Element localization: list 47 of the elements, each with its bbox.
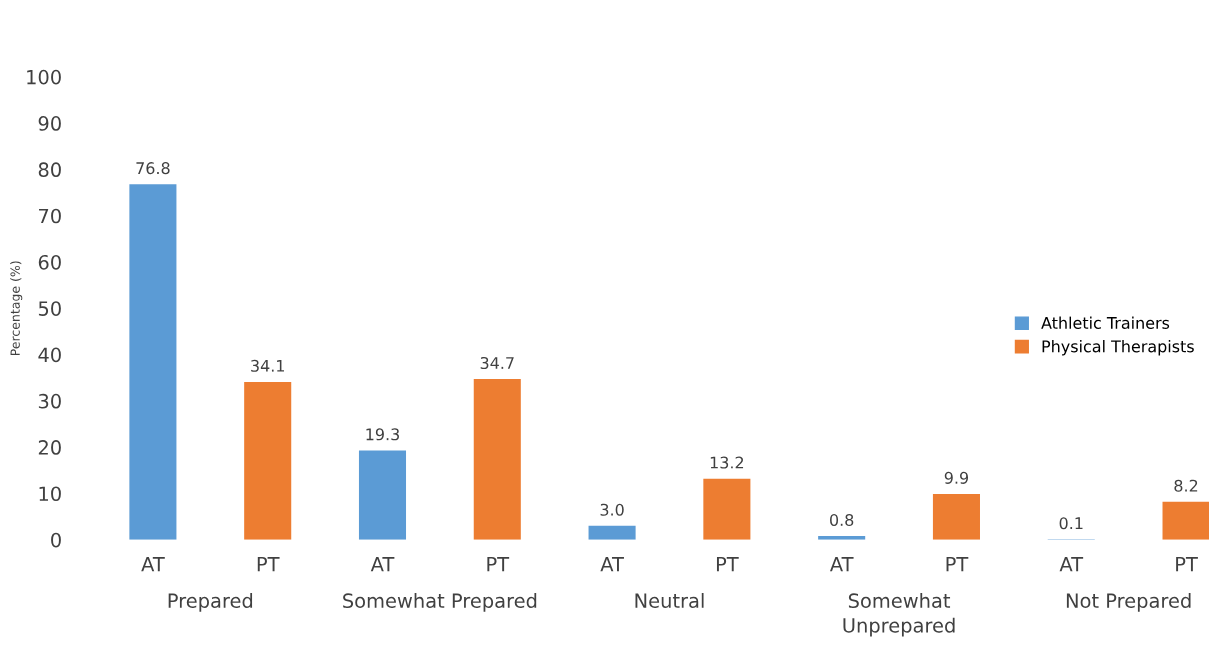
text: Somewhat Unprepared <box>843 592 955 637</box>
data-label: 8.2 <box>1174 479 1198 492</box>
data-label: 3.0 <box>600 503 624 516</box>
x-tick-label: AT <box>600 557 624 572</box>
y-axis-title: Percentage (%) <box>10 261 23 356</box>
x-tick-label: AT <box>829 557 854 572</box>
y-tick-label: 40 <box>38 347 61 363</box>
x-tick-label: PT <box>716 557 739 572</box>
bar <box>932 493 980 540</box>
x-tick-label: PT <box>1176 557 1198 572</box>
y-tick-label: 90 <box>38 116 61 131</box>
y-tick-label: 50 <box>38 301 61 316</box>
legend-label: Athletic Trainers <box>1041 316 1170 329</box>
y-tick-label: 20 <box>38 440 61 455</box>
legend-label: Physical Therapists <box>1042 340 1194 356</box>
bar <box>358 450 407 540</box>
bar <box>703 478 751 540</box>
data-label: 19.3 <box>366 428 399 441</box>
x-tick-label: AT <box>1059 557 1084 572</box>
text: Prepared <box>168 592 253 612</box>
y-tick-label: 80 <box>38 162 61 178</box>
x-tick-label: AT <box>370 557 395 572</box>
data-label: 34.7 <box>480 356 514 370</box>
x-tick-label: PT <box>257 557 280 572</box>
y-tick-label: 0 <box>51 532 61 548</box>
y-tick-label: 70 <box>39 208 61 224</box>
bar <box>129 184 177 540</box>
bar <box>244 381 292 540</box>
data-label: 76.8 <box>136 162 170 175</box>
bar <box>473 379 521 540</box>
y-tick-label: 30 <box>38 393 61 409</box>
text: Not Prepared <box>1066 592 1191 612</box>
text: Somewhat Prepared <box>343 592 537 612</box>
data-label: 34.1 <box>251 359 285 372</box>
data-label: 9.9 <box>944 471 969 484</box>
data-label: 0.1 <box>1059 517 1083 530</box>
bar <box>588 525 636 540</box>
data-label: 13.2 <box>710 456 744 469</box>
data-label: 0.8 <box>830 513 854 526</box>
y-tick-label: 60 <box>38 254 61 270</box>
x-tick-label: PT <box>946 557 969 572</box>
bar <box>1162 501 1209 540</box>
y-tick-label: 100 <box>27 69 61 85</box>
x-tick-label: PT <box>487 557 510 572</box>
text: Neutral <box>635 592 704 609</box>
y-tick-label: 10 <box>39 486 61 502</box>
x-tick-label: AT <box>141 557 165 572</box>
